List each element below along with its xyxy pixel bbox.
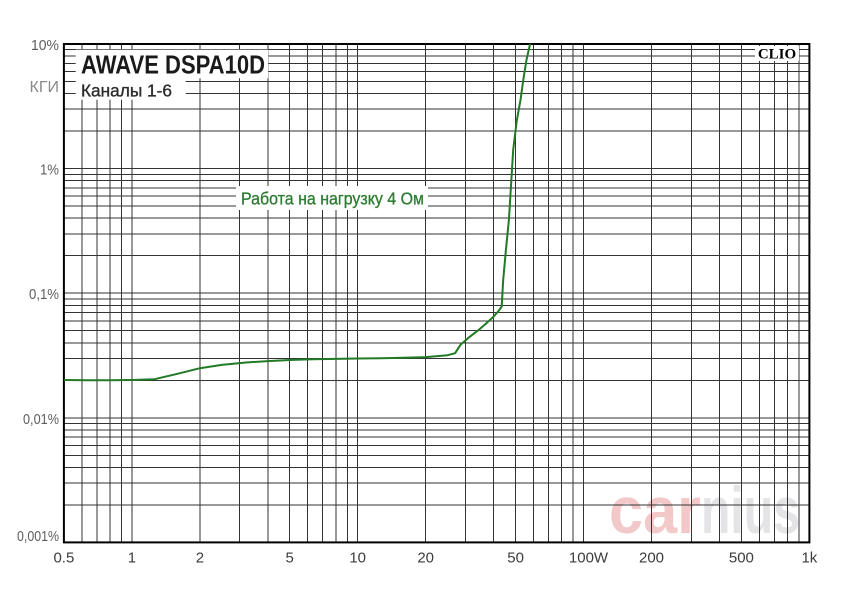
svg-text:50: 50 <box>507 550 524 567</box>
svg-text:1%: 1% <box>40 162 59 179</box>
svg-text:Каналы 1-6: Каналы 1-6 <box>81 81 172 101</box>
svg-text:10%: 10% <box>31 37 59 54</box>
svg-text:AWAVE DSPA10D: AWAVE DSPA10D <box>81 52 265 80</box>
svg-text:0.5: 0.5 <box>53 550 74 567</box>
svg-text:20: 20 <box>417 550 434 567</box>
svg-text:2: 2 <box>196 550 204 567</box>
svg-text:car: car <box>609 473 701 547</box>
svg-text:0,01%: 0,01% <box>23 411 59 428</box>
svg-text:0,001%: 0,001% <box>17 528 59 545</box>
svg-text:0,1%: 0,1% <box>29 286 59 303</box>
svg-text:1: 1 <box>128 550 136 567</box>
svg-text:CLIO: CLIO <box>758 47 796 63</box>
svg-text:Работа на нагрузку 4 Ом: Работа на нагрузку 4 Ом <box>241 189 424 209</box>
svg-text:5: 5 <box>286 550 294 567</box>
svg-text:10: 10 <box>349 550 366 567</box>
svg-text:500: 500 <box>729 550 754 567</box>
svg-text:200: 200 <box>639 550 664 567</box>
svg-text:100W: 100W <box>569 550 609 567</box>
svg-text:КГИ: КГИ <box>30 79 59 96</box>
svg-text:1k: 1k <box>801 550 817 567</box>
svg-text:nius: nius <box>701 473 800 547</box>
